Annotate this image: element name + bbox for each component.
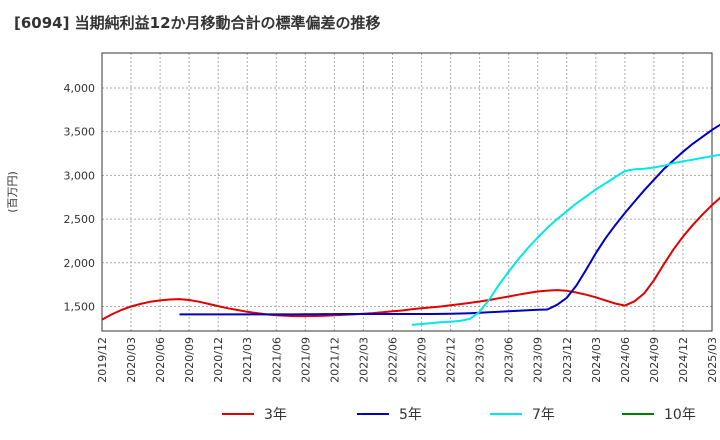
chart-title: [6094] 当期純利益12か月移動合計の標準偏差の推移 (14, 14, 381, 32)
plot-frame (101, 52, 713, 332)
x-tick-label: 2024/06 (619, 337, 632, 383)
grid-layer (101, 53, 713, 331)
y-axis-label: (百万円) (6, 171, 19, 213)
x-tick-label: 2022/03 (357, 337, 370, 383)
x-tick-label: 2024/12 (677, 337, 690, 383)
series-line-2 (411, 153, 720, 326)
x-tick-label: 2021/12 (328, 337, 341, 383)
x-tick-label: 2021/06 (270, 337, 283, 383)
y-axis-ticks: 1,500 2,000 2,500 3,000 3,500 4,000 (64, 82, 96, 314)
x-tick-label: 2020/06 (154, 337, 167, 383)
x-tick-label: 2024/09 (648, 337, 661, 383)
x-tick-label: 2023/06 (503, 337, 516, 383)
x-tick-label: 2020/09 (183, 337, 196, 383)
x-tick-label: 2023/12 (561, 337, 574, 383)
x-tick-label: 2021/03 (241, 337, 254, 383)
legend-label-2: 7年 (532, 407, 555, 423)
x-tick-label: 2021/09 (299, 337, 312, 383)
y-tick-label: 2,000 (64, 257, 96, 270)
legend-label-3: 10年 (664, 407, 696, 423)
legend-label-0: 3年 (264, 407, 287, 423)
x-tick-label: 2025/03 (706, 337, 719, 383)
x-tick-label: 2020/12 (212, 337, 225, 383)
series-layer (101, 123, 720, 326)
x-tick-label: 2022/09 (416, 337, 429, 383)
x-axis-ticks: 2019/12 2020/03 2020/06 2020/09 2020/12 2021/… (96, 337, 719, 383)
series-line-1 (179, 123, 720, 316)
y-tick-label: 3,500 (64, 126, 96, 139)
x-tick-label: 2023/03 (474, 337, 487, 383)
y-tick-label: 2,500 (64, 213, 96, 226)
y-tick-label: 1,500 (64, 301, 96, 314)
x-tick-label: 2024/03 (590, 337, 603, 383)
x-tick-label: 2019/12 (96, 337, 109, 383)
x-tick-label: 2023/09 (532, 337, 545, 383)
x-tick-label: 2022/06 (386, 337, 399, 383)
legend-label-1: 5年 (399, 407, 422, 423)
x-tick-label: 2020/03 (125, 337, 138, 383)
y-tick-label: 4,000 (64, 82, 96, 95)
series-line-0 (101, 196, 720, 321)
legend: 3年 5年 7年 10年 (222, 407, 696, 423)
x-tick-label: 2022/12 (445, 337, 458, 383)
y-tick-label: 3,000 (64, 169, 96, 182)
